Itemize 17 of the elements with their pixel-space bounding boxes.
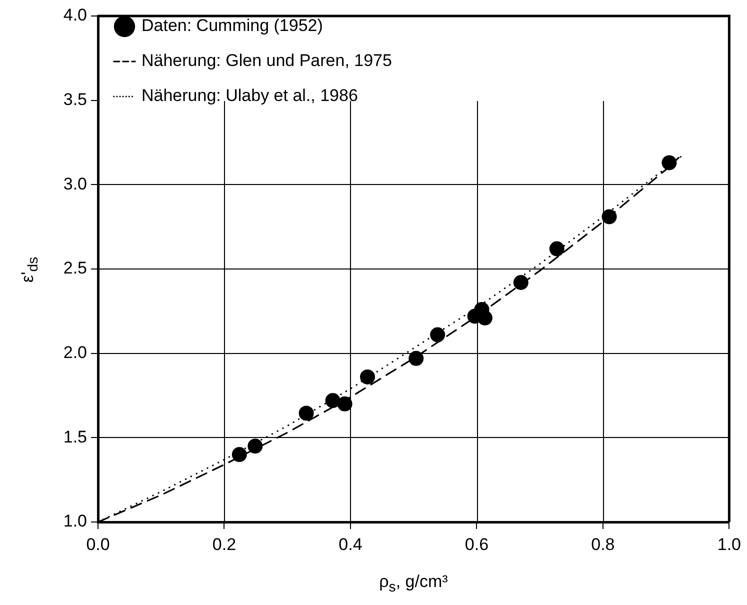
x-axis-title: ρ$_{s}$, g/cm³ — [379, 572, 448, 596]
y-tick-label: 1.0 — [63, 512, 87, 531]
y-tick-label: 2.0 — [63, 343, 87, 362]
y-tick-label: 4.0 — [63, 6, 87, 25]
x-tick-label: 0.6 — [464, 534, 489, 554]
y-tick-label: 3.0 — [63, 174, 87, 194]
x-tick-label: 0.4 — [338, 534, 362, 554]
x-tick-label: 1.0 — [717, 534, 742, 554]
y-tick-label: 2.5 — [63, 258, 87, 278]
y-tick-label: 3.5 — [63, 90, 87, 110]
x-tick-label: 0.8 — [591, 534, 615, 554]
legend-label: Daten: Cumming (1952) — [142, 16, 323, 36]
y-tick-label: 1.5 — [63, 427, 87, 446]
legend-label: Näherung: Ulaby et al., 1986 — [142, 86, 358, 106]
legend-label: Näherung: Glen und Paren, 1975 — [142, 51, 392, 70]
x-tick-label: 0.2 — [212, 534, 236, 554]
x-tick-label: 0.0 — [86, 534, 110, 554]
